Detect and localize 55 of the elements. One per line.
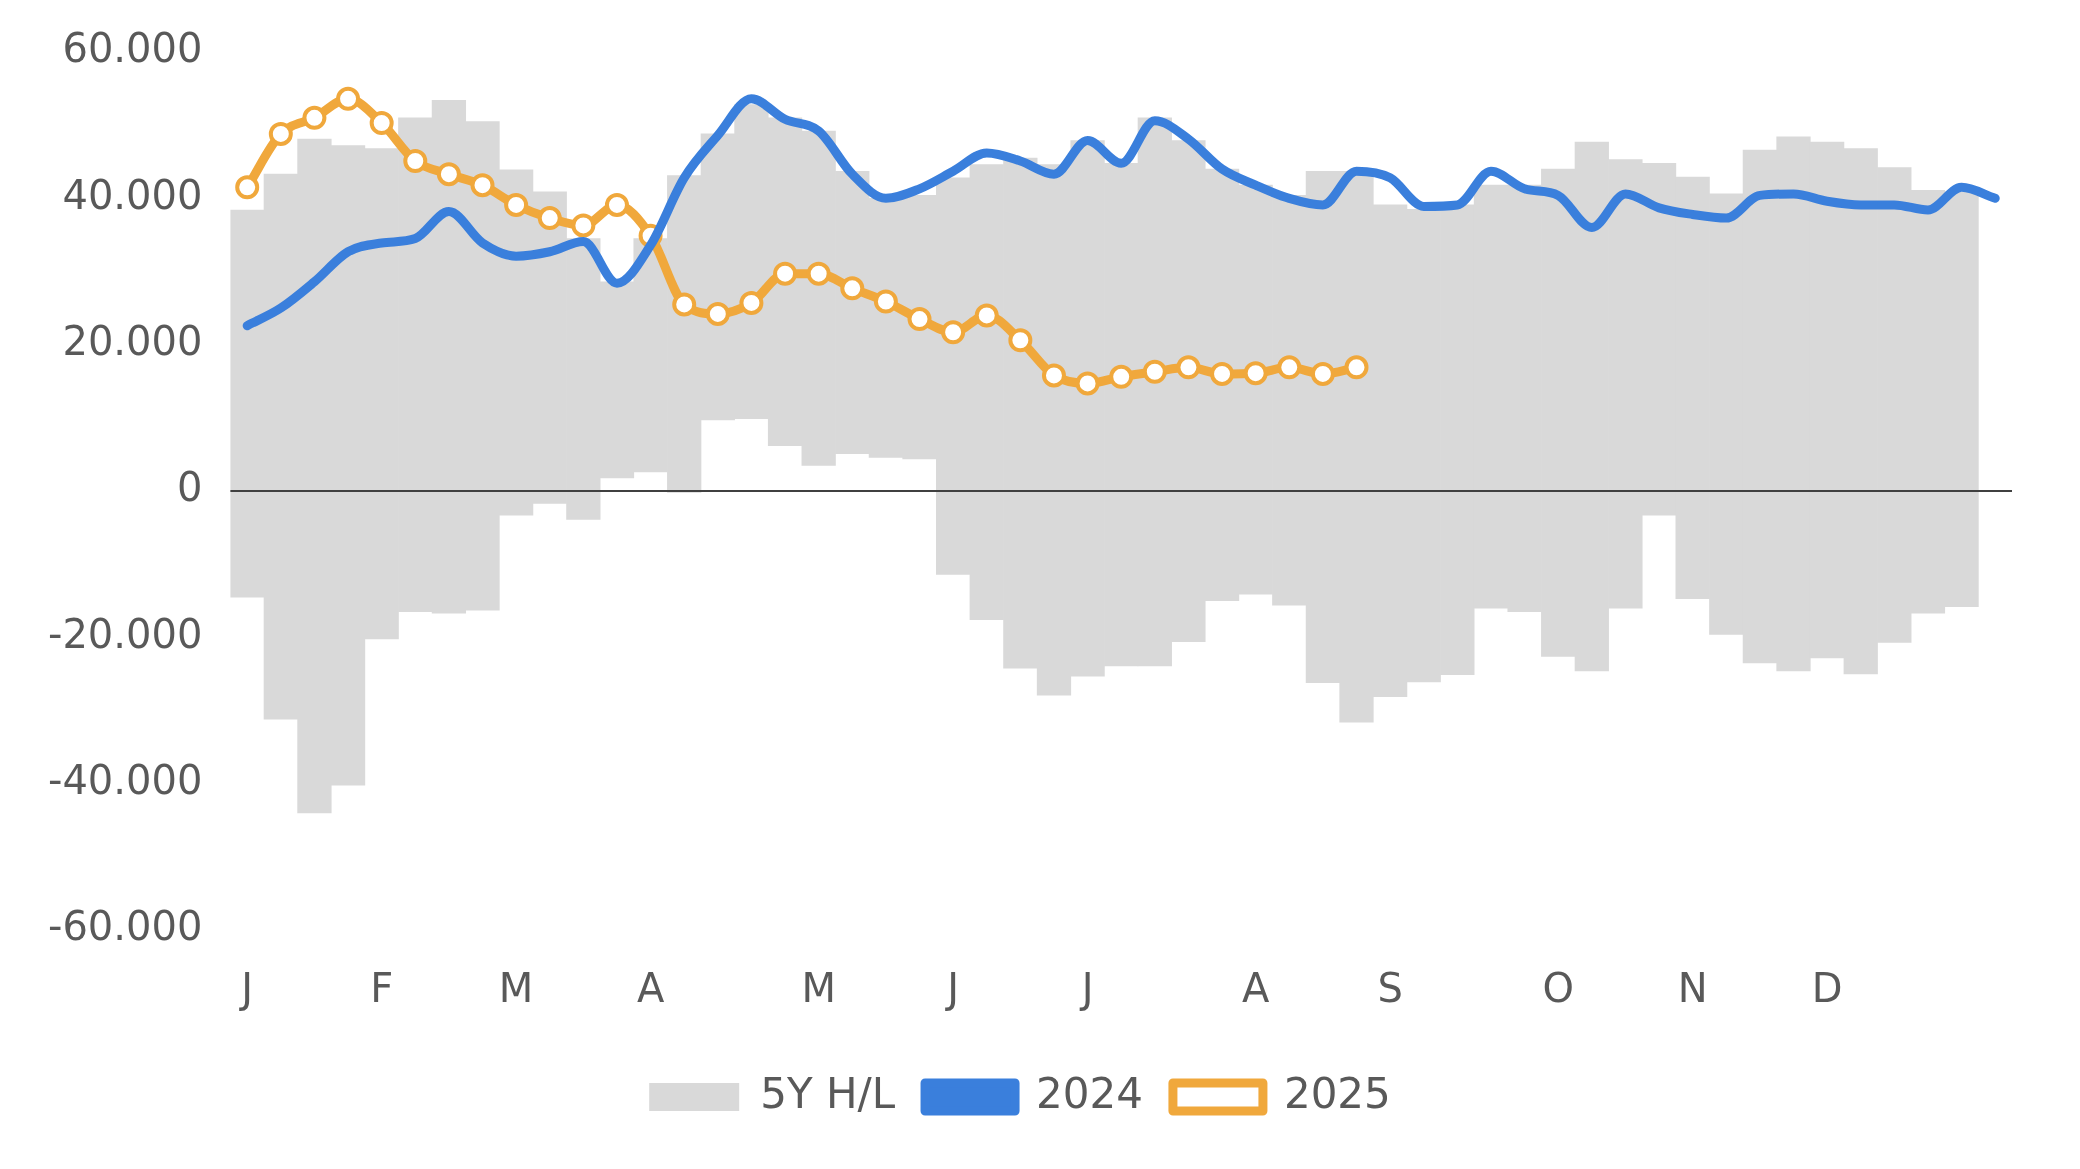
point: [302, 105, 327, 130]
x-tick-label: N: [1677, 965, 1708, 1012]
point: [1243, 361, 1268, 386]
point: [1210, 361, 1235, 386]
x-tick-label: A: [1241, 965, 1270, 1012]
point: [941, 320, 966, 345]
point: [873, 289, 898, 314]
y-tick-label: 0: [176, 464, 203, 511]
point: [1041, 363, 1066, 388]
point: [1008, 328, 1033, 353]
x-tick-label: M: [801, 965, 836, 1012]
point: [1310, 361, 1335, 386]
x-tick-label: J: [944, 965, 960, 1012]
point: [369, 110, 394, 135]
point: [336, 86, 361, 111]
point: [537, 206, 562, 231]
point: [436, 162, 461, 187]
point: [739, 290, 764, 315]
point: [403, 149, 428, 174]
legend-label: 5Y H/L: [760, 1068, 896, 1118]
x-tick-label: O: [1542, 965, 1574, 1012]
point: [773, 261, 798, 286]
legend-label: 2024: [1036, 1068, 1143, 1118]
x-tick-label: A: [636, 965, 665, 1012]
point: [672, 292, 697, 317]
y-tick-label: 60.000: [62, 25, 203, 72]
point: [1142, 359, 1167, 384]
y-tick-label: 20.000: [62, 318, 203, 365]
y-tick-label: -20.000: [47, 610, 203, 657]
point: [504, 192, 529, 217]
x-tick-label: J: [1078, 965, 1094, 1012]
x-tick-label: F: [370, 965, 394, 1012]
point: [1344, 355, 1369, 380]
y-tick-label: -40.000: [47, 757, 203, 804]
point: [806, 261, 831, 286]
point: [571, 213, 596, 238]
point: [840, 276, 865, 301]
point: [1109, 364, 1134, 389]
point: [604, 192, 629, 217]
x-tick-label: D: [1811, 965, 1843, 1012]
point: [1176, 355, 1201, 380]
point: [470, 173, 495, 198]
point: [268, 121, 293, 146]
x-tick-label: S: [1377, 965, 1403, 1012]
point: [705, 301, 730, 326]
point: [974, 303, 999, 328]
point: [1277, 355, 1302, 380]
point: [235, 175, 260, 200]
point: [907, 307, 932, 332]
point: [1075, 371, 1100, 396]
y-tick-label: 40.000: [62, 171, 203, 218]
legend-label: 2025: [1283, 1068, 1391, 1118]
x-tick-label: M: [498, 965, 534, 1012]
y-tick-label: -60.000: [47, 903, 203, 950]
x-tick-label: J: [238, 965, 254, 1012]
